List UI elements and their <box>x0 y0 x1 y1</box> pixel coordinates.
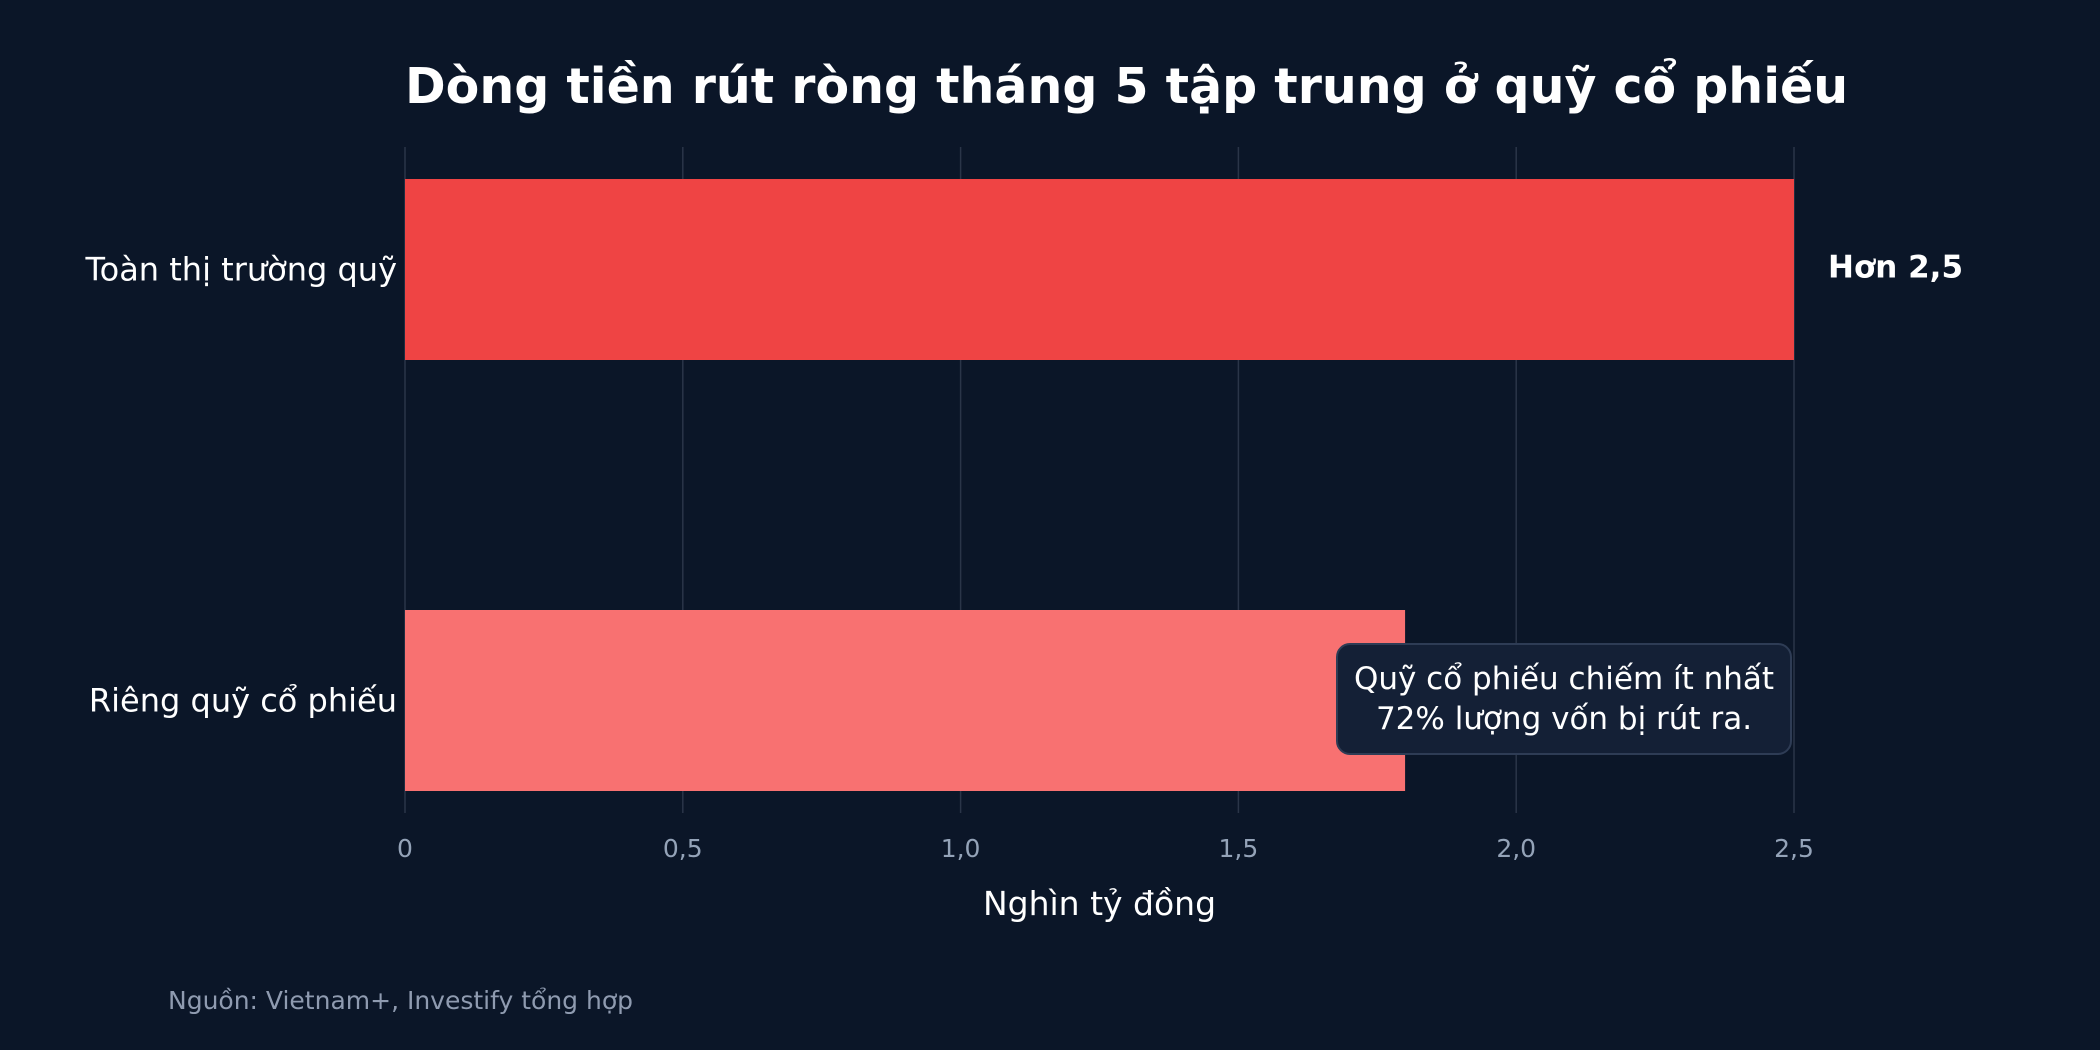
x-tick-label: 2,5 <box>1774 834 1814 863</box>
x-tick-label: 0 <box>397 834 413 863</box>
x-tick-label: 1,5 <box>1219 834 1259 863</box>
source-note: Nguồn: Vietnam+, Investify tổng hợp <box>168 986 634 1015</box>
annotation-line-2: 72% lượng vốn bị rút ra. <box>1375 701 1753 737</box>
category-label: Riêng quỹ cổ phiếu <box>89 682 397 720</box>
annotation-box: Quỹ cổ phiếu chiếm ít nhất 72% lượng vốn… <box>1336 643 1792 755</box>
annotation-line-1: Quỹ cổ phiếu chiếm ít nhất <box>1353 661 1775 697</box>
x-tick-label: 1,0 <box>941 834 981 863</box>
bar <box>405 610 1406 791</box>
category-label: Toàn thị trường quỹ <box>85 251 398 289</box>
chart-title: Dòng tiền rút ròng tháng 5 tập trung ở q… <box>405 58 1849 115</box>
bar <box>405 179 1794 360</box>
x-tick-label: 0,5 <box>663 834 703 863</box>
data-label: Hơn 2,5 <box>1828 250 1963 286</box>
x-tick-label: 2,0 <box>1496 834 1536 863</box>
x-axis-title: Nghìn tỷ đồng <box>983 884 1216 923</box>
